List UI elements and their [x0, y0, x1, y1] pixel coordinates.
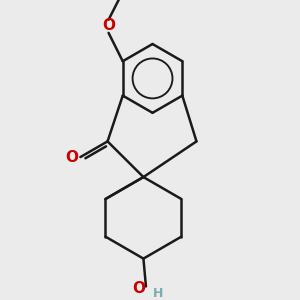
- Text: H: H: [153, 287, 163, 300]
- Text: O: O: [102, 18, 115, 33]
- Text: O: O: [65, 150, 78, 165]
- Text: O: O: [132, 281, 146, 296]
